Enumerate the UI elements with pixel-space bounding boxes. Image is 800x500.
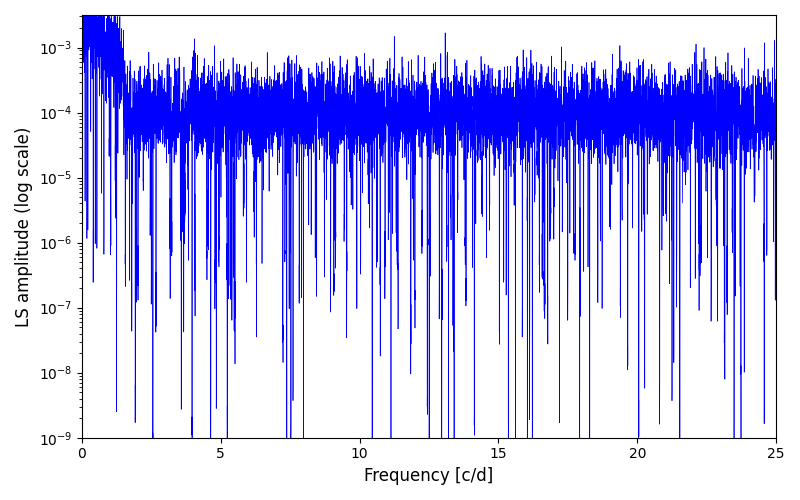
X-axis label: Frequency [c/d]: Frequency [c/d]: [364, 467, 494, 485]
Y-axis label: LS amplitude (log scale): LS amplitude (log scale): [15, 126, 33, 326]
